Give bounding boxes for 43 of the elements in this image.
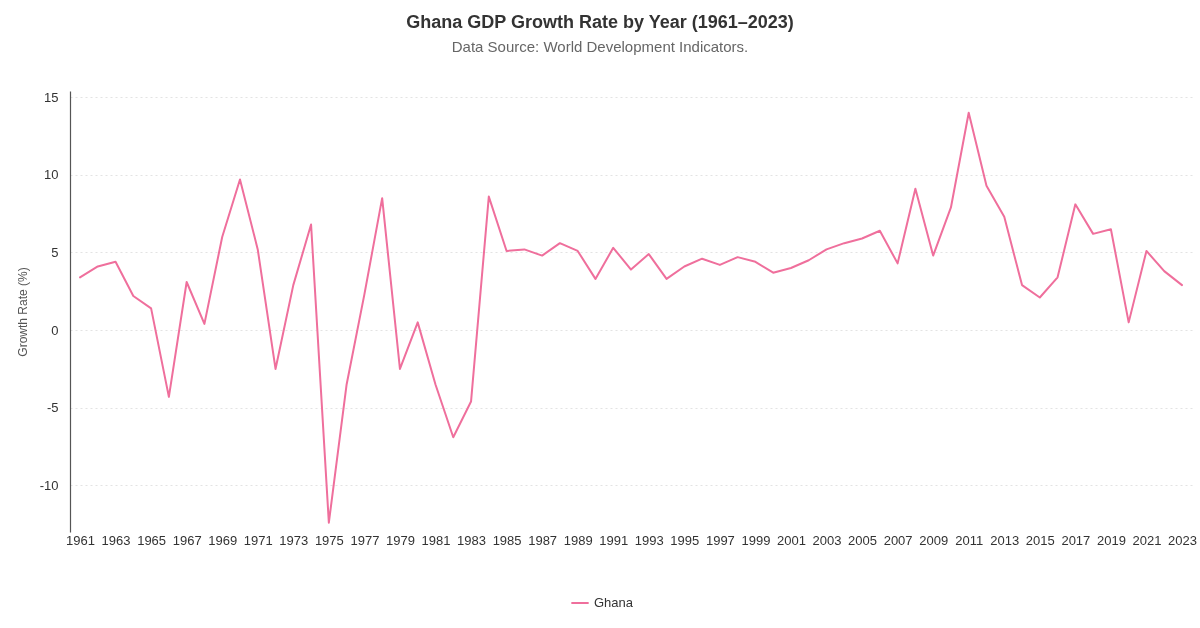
x-tick-label: 2005	[848, 532, 878, 548]
x-tick-label: 1989	[563, 532, 593, 548]
x-tick-label: 2001	[777, 532, 806, 548]
x-tick-label: 1975	[314, 532, 344, 548]
x-tick-label: 2013	[990, 532, 1020, 548]
x-tick-label: 1991	[599, 532, 629, 548]
x-tick-label: 2011	[955, 532, 984, 548]
y-tick-label: 5	[51, 244, 59, 260]
x-tick-label: 2003	[812, 532, 842, 548]
x-tick-label: 1979	[385, 532, 415, 548]
x-tick-label: 1993	[634, 532, 664, 548]
x-tick-label: 1983	[457, 532, 486, 548]
x-tick-label: 2019	[1096, 532, 1126, 548]
x-tick-label: 1973	[279, 532, 309, 548]
y-tick-label: 0	[51, 322, 59, 338]
x-tick-label: 1985	[492, 532, 522, 548]
x-tick-label: 1981	[421, 532, 451, 548]
x-tick-label: 1965	[137, 532, 167, 548]
x-tick-label: 1961	[66, 532, 95, 548]
y-tick-label: -5	[46, 400, 59, 416]
x-tick-label: 1987	[528, 532, 558, 548]
x-tick-label: 2009	[919, 532, 949, 548]
x-tick-label: 1971	[243, 532, 273, 548]
chart-subtitle: Data Source: World Development Indicators.	[451, 38, 749, 55]
x-tick-label: 1967	[172, 532, 202, 548]
x-tick-label: 1969	[208, 532, 238, 548]
x-tick-label: 2017	[1061, 532, 1091, 548]
y-axis-title: Growth Rate (%)	[15, 267, 30, 357]
y-tick-label: 15	[44, 89, 59, 105]
x-tick-label: 1997	[705, 532, 735, 548]
y-tick-label: 10	[44, 167, 59, 183]
legend-label: Ghana	[594, 595, 634, 610]
x-tick-label: 1995	[670, 532, 700, 548]
x-tick-label: 1999	[741, 532, 771, 548]
y-tick-label: -10	[39, 477, 59, 493]
line-series	[79, 111, 1183, 524]
x-tick-label: 2023	[1168, 532, 1197, 548]
x-tick-label: 2021	[1132, 532, 1162, 548]
x-tick-label: 2007	[883, 532, 913, 548]
x-tick-label: 1977	[350, 532, 380, 548]
x-tick-label: 2015	[1025, 532, 1055, 548]
x-tick-label: 1963	[101, 532, 131, 548]
chart-title: Ghana GDP Growth Rate by Year (1961–2023)	[406, 12, 794, 32]
